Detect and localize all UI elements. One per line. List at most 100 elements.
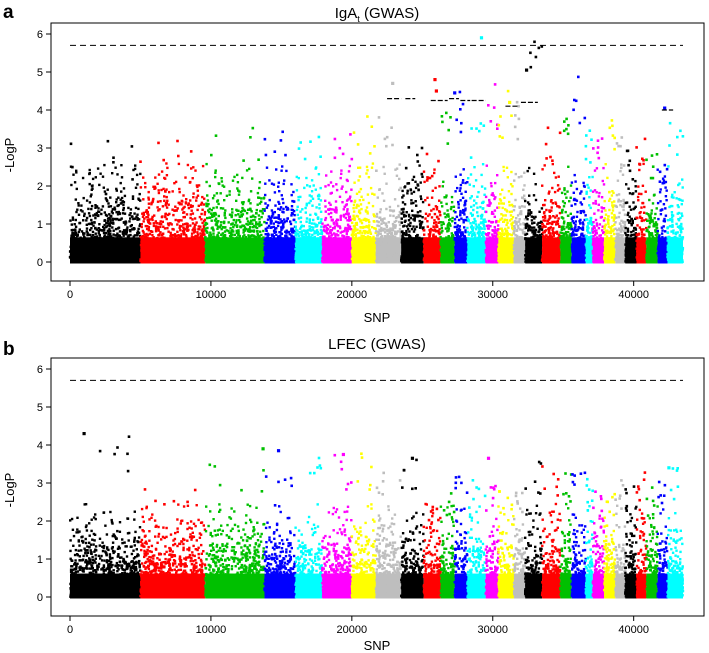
snp-point [144, 251, 147, 254]
snp-point [386, 244, 389, 247]
snp-point [247, 234, 250, 237]
snp-point [397, 204, 400, 208]
snp-point-high [251, 126, 255, 130]
snp-point [149, 242, 152, 245]
snp-point [194, 242, 197, 246]
snp-point [414, 200, 417, 203]
snp-point [338, 225, 342, 228]
snp-point [392, 214, 395, 218]
snp-point [106, 256, 109, 259]
snp-point [116, 213, 120, 216]
snp-point [182, 249, 186, 253]
snp-point [141, 234, 144, 238]
snp-point [142, 231, 145, 234]
snp-point [358, 231, 361, 235]
snp-point [330, 170, 333, 173]
snp-point [379, 208, 382, 211]
snp-point [318, 232, 322, 235]
snp-point [354, 253, 358, 256]
snp-point [304, 238, 307, 242]
snp-point [104, 197, 108, 200]
snp-point [119, 236, 122, 239]
snp-point [245, 217, 249, 220]
snp-point [217, 237, 221, 240]
snp-point [385, 225, 388, 228]
snp-point [120, 241, 123, 244]
snp-point [202, 231, 205, 234]
snp-point [114, 244, 117, 247]
snp-point [399, 243, 403, 246]
snp-point [312, 226, 315, 229]
snp-point [319, 221, 322, 224]
chromosome-4-points [263, 130, 297, 264]
snp-point [276, 254, 279, 257]
snp-point [80, 204, 83, 207]
snp-point [331, 248, 334, 252]
snp-point [368, 260, 372, 263]
snp-point [342, 208, 345, 211]
snp-point [288, 233, 291, 236]
snp-point [336, 242, 340, 246]
snp-point [327, 183, 330, 187]
snp-point [194, 234, 197, 238]
snp-point [103, 234, 106, 237]
snp-point [374, 245, 377, 248]
snp-point [185, 198, 188, 201]
snp-point [269, 226, 272, 229]
snp-point [139, 251, 142, 255]
snp-point [177, 162, 181, 166]
snp-point [308, 201, 311, 205]
snp-point [228, 249, 231, 253]
snp-point [405, 257, 408, 260]
snp-point [355, 239, 358, 242]
snp-point [353, 237, 356, 240]
snp-point [280, 260, 283, 263]
snp-point [82, 245, 85, 248]
snp-point [409, 188, 412, 191]
snp-point [313, 222, 316, 225]
snp-point [314, 212, 317, 215]
snp-point [139, 243, 143, 247]
snp-point [341, 257, 344, 261]
snp-point [286, 206, 289, 210]
snp-point [363, 244, 366, 247]
snp-point [184, 176, 187, 179]
snp-point [372, 239, 376, 242]
snp-point [197, 241, 200, 245]
snp-point [292, 231, 295, 234]
snp-point [297, 260, 301, 263]
snp-point [220, 180, 224, 183]
snp-point [401, 252, 404, 255]
snp-point [86, 237, 89, 241]
snp-point [407, 258, 410, 262]
snp-point [88, 246, 91, 249]
snp-point [194, 260, 197, 263]
snp-point [258, 186, 261, 190]
snp-point [76, 208, 79, 211]
snp-point [164, 255, 167, 258]
snp-point [97, 232, 100, 235]
snp-point [349, 238, 353, 241]
snp-point [134, 258, 137, 261]
snp-point [248, 227, 251, 231]
snp-point [293, 242, 296, 246]
snp-point [361, 231, 364, 235]
snp-point [77, 230, 81, 234]
snp-point [178, 256, 181, 260]
snp-point [170, 241, 173, 244]
snp-point [109, 205, 113, 208]
snp-point [284, 255, 288, 259]
snp-point [228, 213, 232, 216]
snp-point [212, 257, 215, 260]
snp-point [288, 260, 292, 263]
snp-point [258, 254, 261, 257]
snp-point [163, 243, 167, 247]
snp-point [401, 230, 404, 233]
snp-point [335, 211, 338, 214]
snp-point [260, 258, 263, 261]
snp-point [354, 243, 358, 246]
snp-point [201, 195, 204, 199]
snp-point [237, 213, 240, 216]
snp-point [71, 259, 75, 262]
snp-point [245, 239, 248, 242]
